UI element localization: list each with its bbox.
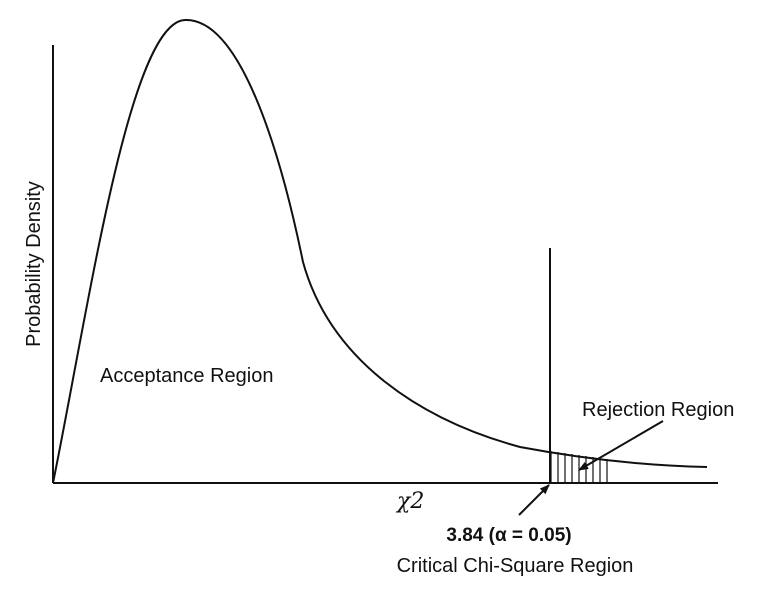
density-curve xyxy=(52,18,708,484)
critical-arrow xyxy=(518,484,550,516)
rejection-arrow xyxy=(578,420,664,471)
acceptance-region-label: Acceptance Region xyxy=(100,365,273,387)
y-axis-label: Probability Density xyxy=(23,181,45,347)
x-axis-symbol: χ2 xyxy=(395,489,424,514)
critical-caption: Critical Chi-Square Region xyxy=(397,555,634,577)
critical-value-label: 3.84 (α = 0.05) xyxy=(446,525,571,546)
rejection-region-label: Rejection Region xyxy=(582,399,734,421)
